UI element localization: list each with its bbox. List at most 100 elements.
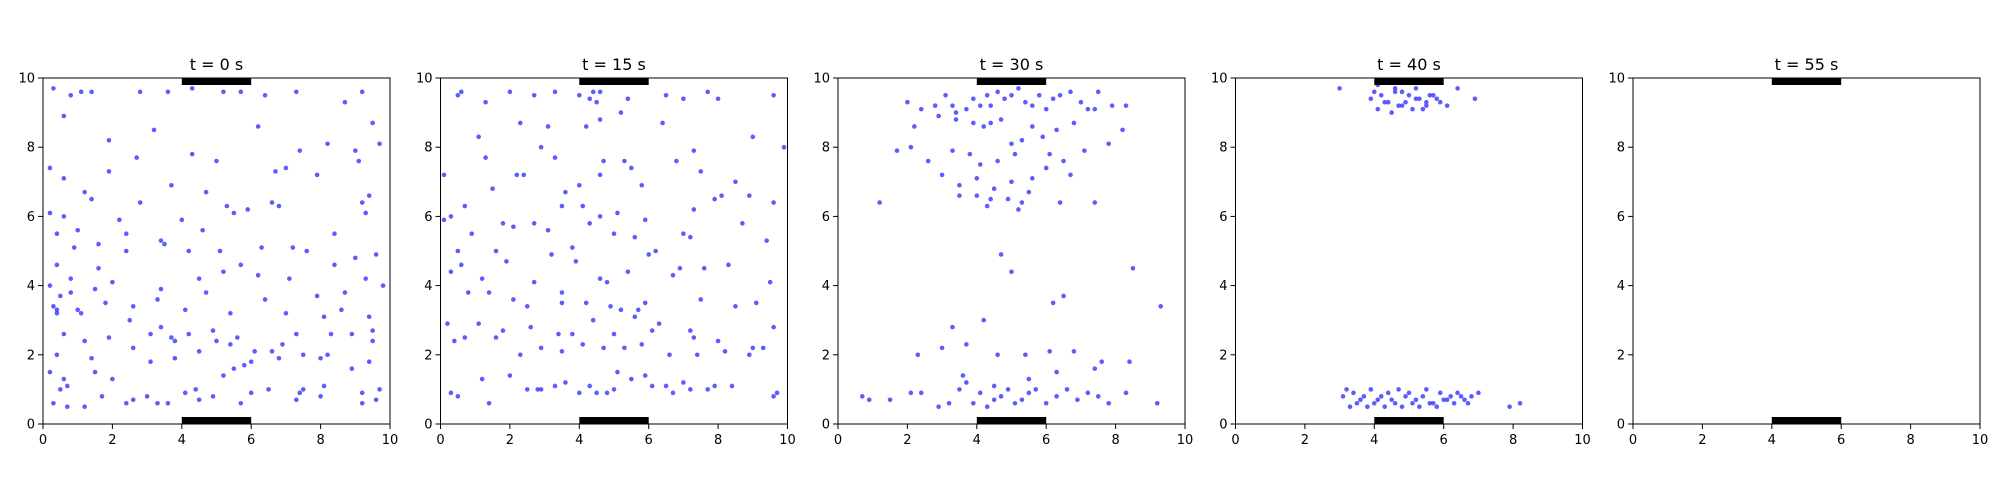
x-tick-label: 8 bbox=[1509, 433, 1517, 448]
data-point bbox=[349, 366, 355, 371]
data-point bbox=[238, 262, 244, 268]
data-point bbox=[353, 255, 358, 261]
data-point bbox=[587, 383, 593, 389]
data-point bbox=[1047, 349, 1052, 354]
data-point bbox=[1009, 269, 1014, 275]
data-point bbox=[123, 400, 129, 406]
data-point bbox=[936, 404, 941, 410]
data-point bbox=[359, 89, 365, 95]
x-tick-label: 2 bbox=[506, 433, 514, 448]
data-point bbox=[1472, 96, 1478, 102]
data-point bbox=[1040, 134, 1046, 140]
data-point bbox=[642, 373, 648, 378]
data-point bbox=[580, 342, 586, 347]
data-point bbox=[771, 394, 776, 399]
data-point bbox=[1434, 96, 1440, 102]
data-point bbox=[538, 387, 544, 392]
data-point bbox=[538, 144, 544, 150]
data-point bbox=[597, 276, 603, 281]
y-tick-label: 10 bbox=[813, 72, 830, 87]
data-point bbox=[1075, 397, 1080, 403]
x-tick-label: 10 bbox=[779, 433, 796, 448]
data-point bbox=[363, 210, 369, 216]
data-point bbox=[971, 96, 976, 102]
data-point bbox=[262, 93, 268, 98]
data-point bbox=[887, 397, 893, 403]
data-point bbox=[459, 89, 464, 95]
axes-frame bbox=[42, 77, 391, 425]
data-point bbox=[538, 345, 544, 351]
data-point bbox=[245, 207, 251, 212]
data-point bbox=[570, 245, 575, 250]
data-point bbox=[325, 141, 330, 147]
data-point bbox=[991, 383, 997, 389]
data-point bbox=[321, 314, 327, 320]
data-point bbox=[760, 345, 766, 351]
x-tick-label: 6 bbox=[645, 433, 653, 448]
data-point bbox=[500, 221, 506, 226]
data-point bbox=[134, 155, 139, 160]
data-point bbox=[123, 231, 129, 236]
data-point bbox=[137, 89, 143, 95]
data-point bbox=[715, 96, 721, 102]
data-point bbox=[1026, 390, 1032, 396]
data-point bbox=[984, 93, 990, 98]
data-point bbox=[193, 387, 198, 392]
y-tick-label: 6 bbox=[1617, 210, 1625, 225]
data-point bbox=[1399, 404, 1405, 410]
data-point bbox=[54, 262, 60, 268]
data-point bbox=[1417, 404, 1422, 410]
data-point bbox=[950, 103, 955, 108]
data-point bbox=[932, 103, 938, 108]
data-point bbox=[297, 390, 303, 396]
data-point bbox=[604, 390, 610, 396]
data-point bbox=[925, 158, 931, 164]
data-point bbox=[688, 234, 693, 240]
data-point bbox=[1012, 151, 1018, 157]
data-point bbox=[58, 387, 63, 392]
data-point bbox=[342, 290, 348, 295]
data-point bbox=[653, 248, 658, 254]
data-point bbox=[750, 345, 756, 351]
data-point bbox=[287, 276, 292, 281]
data-point bbox=[1382, 404, 1388, 410]
data-point bbox=[262, 297, 268, 302]
x-tick-label: 8 bbox=[316, 433, 324, 448]
data-point bbox=[632, 314, 638, 320]
data-point bbox=[1507, 404, 1512, 410]
data-point bbox=[1420, 106, 1426, 112]
y-tick-label: 8 bbox=[1617, 141, 1625, 156]
data-point bbox=[1043, 165, 1049, 171]
data-point bbox=[528, 324, 534, 330]
y-tick-label: 0 bbox=[424, 418, 432, 433]
data-point bbox=[71, 245, 77, 250]
y-tick-label: 6 bbox=[27, 210, 35, 225]
data-point bbox=[1406, 93, 1412, 98]
data-point bbox=[670, 272, 676, 278]
data-point bbox=[217, 248, 223, 254]
data-point bbox=[577, 182, 582, 188]
data-point bbox=[1078, 99, 1084, 105]
data-point bbox=[733, 179, 738, 185]
y-tick-label: 0 bbox=[822, 418, 830, 433]
data-point bbox=[1434, 404, 1440, 410]
data-point bbox=[370, 338, 375, 344]
data-point bbox=[47, 165, 53, 171]
data-point bbox=[1085, 390, 1091, 396]
data-point bbox=[995, 352, 1000, 358]
data-point bbox=[1361, 394, 1367, 399]
data-point bbox=[681, 231, 686, 236]
x-tick-label: 10 bbox=[382, 433, 399, 448]
data-point bbox=[649, 383, 655, 389]
data-point bbox=[332, 262, 337, 268]
data-point bbox=[905, 99, 910, 105]
data-point bbox=[691, 335, 697, 340]
data-point bbox=[252, 349, 257, 354]
y-tick-label: 8 bbox=[424, 141, 432, 156]
data-point bbox=[203, 290, 209, 295]
data-point bbox=[366, 314, 372, 320]
data-point bbox=[1092, 106, 1098, 112]
data-point bbox=[221, 269, 226, 275]
data-point bbox=[110, 376, 115, 382]
y-tick-label: 4 bbox=[27, 279, 35, 294]
